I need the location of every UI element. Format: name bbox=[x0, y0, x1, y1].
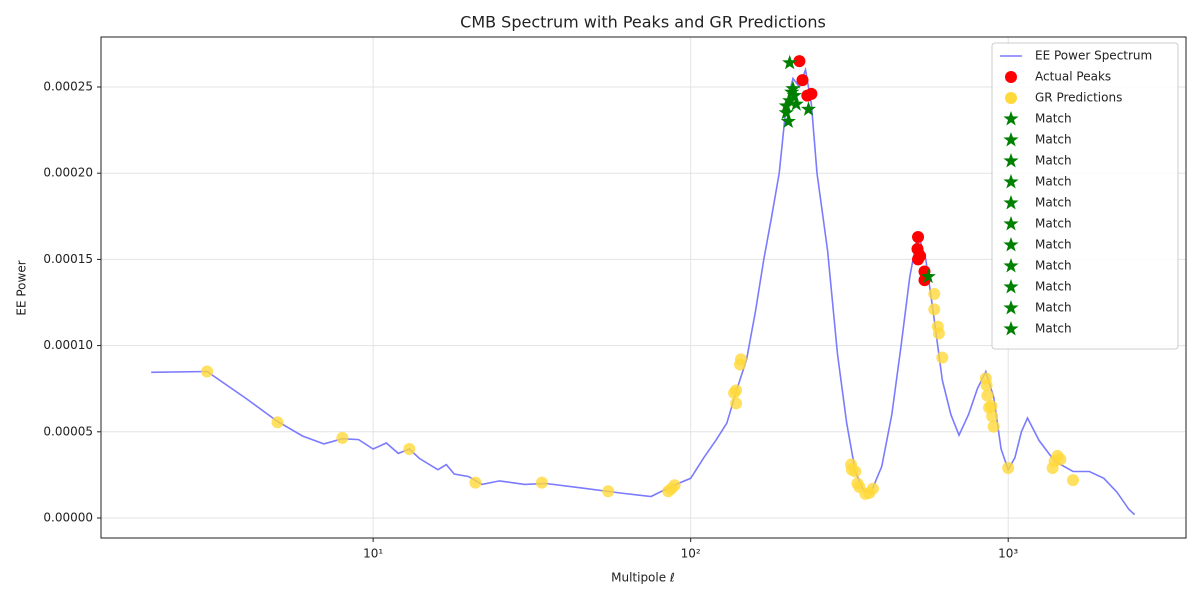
plot-frame bbox=[100, 36, 1187, 539]
legend-label: Match bbox=[1035, 280, 1072, 294]
point bbox=[403, 443, 416, 456]
legend-label: Match bbox=[1035, 133, 1072, 147]
point bbox=[981, 389, 994, 402]
x-tick-label: 10¹ bbox=[363, 547, 383, 561]
point bbox=[1067, 474, 1080, 487]
star bbox=[800, 101, 817, 116]
point bbox=[866, 482, 879, 495]
point bbox=[987, 420, 1000, 433]
legend-marker bbox=[1003, 153, 1019, 168]
point bbox=[730, 384, 743, 397]
legend-marker bbox=[1003, 216, 1019, 231]
y-tick-label: 0.00020 bbox=[43, 166, 93, 180]
legend-label: EE Power Spectrum bbox=[1035, 49, 1152, 63]
star bbox=[782, 54, 798, 70]
spectrum-line bbox=[151, 66, 1136, 516]
x-tick-label: 10² bbox=[681, 547, 701, 561]
point bbox=[1002, 462, 1015, 475]
star bbox=[788, 96, 804, 111]
legend-label: Match bbox=[1035, 322, 1072, 336]
point bbox=[469, 476, 482, 489]
point bbox=[928, 287, 941, 300]
y-axis-label: EE Power bbox=[15, 260, 29, 315]
star bbox=[780, 113, 796, 128]
star bbox=[778, 104, 794, 120]
star bbox=[782, 92, 798, 108]
legend-marker bbox=[1003, 111, 1019, 126]
point bbox=[912, 230, 925, 243]
point bbox=[730, 397, 743, 410]
legend-box bbox=[991, 42, 1179, 350]
y-tick-label: 0.00005 bbox=[43, 424, 93, 438]
legend-marker bbox=[1003, 300, 1019, 315]
legend-label: Match bbox=[1035, 112, 1072, 126]
point bbox=[602, 485, 615, 498]
point bbox=[980, 379, 993, 392]
star bbox=[784, 84, 800, 99]
point bbox=[734, 353, 747, 366]
legend-label: Match bbox=[1035, 217, 1072, 231]
point bbox=[336, 431, 349, 444]
legend-marker bbox=[1005, 92, 1017, 104]
point bbox=[932, 327, 945, 340]
star bbox=[920, 268, 936, 284]
point bbox=[849, 465, 862, 478]
legend-label: Match bbox=[1035, 301, 1072, 315]
y-tick-label: 0.00015 bbox=[43, 252, 93, 266]
y-tick-label: 0.00010 bbox=[43, 338, 93, 352]
chart-title: CMB Spectrum with Peaks and GR Predictio… bbox=[460, 13, 826, 32]
legend-marker bbox=[1003, 258, 1019, 273]
point bbox=[201, 365, 214, 378]
legend-marker bbox=[1003, 279, 1019, 294]
point bbox=[928, 303, 941, 316]
y-tick-label: 0.00025 bbox=[43, 79, 93, 93]
legend-label: Match bbox=[1035, 259, 1072, 273]
point bbox=[793, 55, 806, 68]
point bbox=[796, 74, 809, 87]
legend-label: Match bbox=[1035, 238, 1072, 252]
legend-label: Match bbox=[1035, 196, 1072, 210]
point bbox=[985, 399, 998, 412]
x-axis-label: Multipole ℓ bbox=[611, 571, 675, 585]
legend-marker bbox=[1003, 321, 1019, 336]
legend-marker bbox=[1003, 132, 1019, 147]
point bbox=[986, 410, 999, 423]
y-tick-label: 0.00000 bbox=[43, 511, 93, 525]
legend-label: Actual Peaks bbox=[1035, 70, 1111, 84]
point bbox=[668, 479, 681, 492]
legend-label: Match bbox=[1035, 154, 1072, 168]
point bbox=[271, 416, 284, 429]
point bbox=[535, 476, 548, 489]
legend-label: Match bbox=[1035, 175, 1072, 189]
legend-marker bbox=[1005, 71, 1017, 83]
x-tick-label: 10³ bbox=[998, 547, 1018, 561]
point bbox=[805, 87, 818, 100]
point bbox=[914, 249, 927, 262]
star bbox=[785, 80, 801, 96]
legend-marker bbox=[1003, 174, 1019, 189]
point bbox=[1054, 453, 1067, 466]
point bbox=[936, 351, 949, 364]
legend-label: GR Predictions bbox=[1035, 91, 1122, 105]
legend-marker bbox=[1003, 237, 1019, 252]
legend-marker bbox=[1003, 195, 1019, 210]
